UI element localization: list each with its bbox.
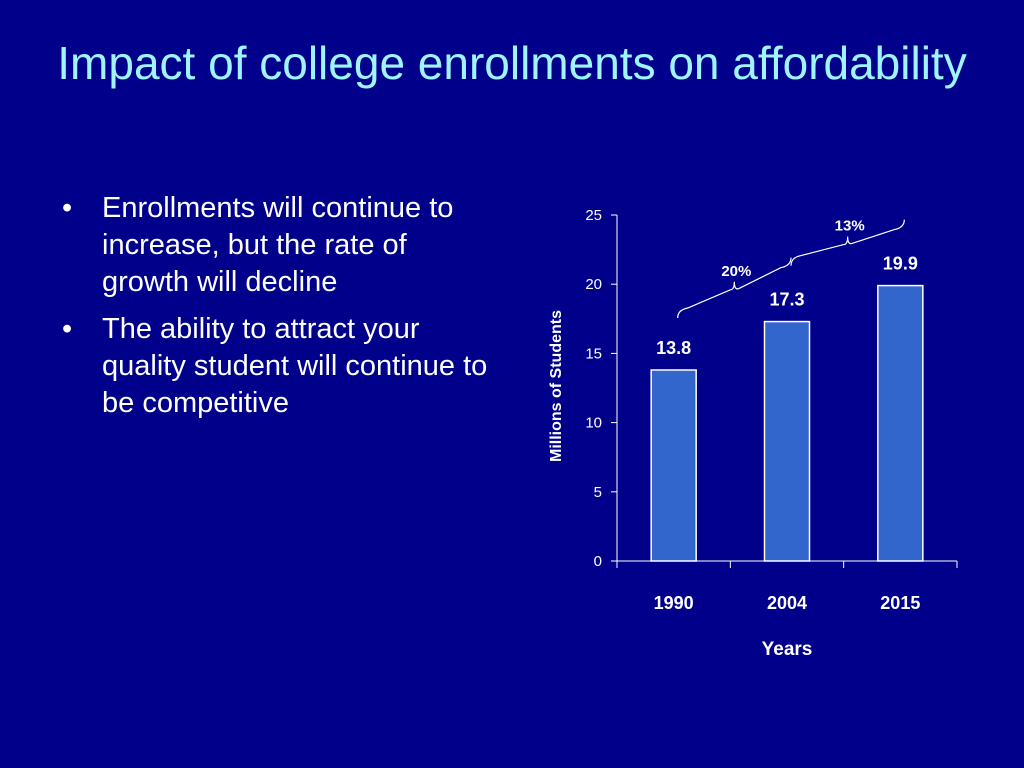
- bullet-text: The ability to attract your quality stud…: [102, 313, 488, 419]
- data-label: 17.3: [769, 290, 804, 310]
- bar-2015: [877, 284, 924, 562]
- bar-2004: [763, 320, 811, 562]
- data-label: 13.8: [656, 338, 691, 358]
- growth-annotation: 20%: [721, 263, 751, 280]
- bar-1990: [650, 369, 697, 562]
- y-tick-label: 20: [585, 276, 602, 293]
- y-tick-label: 5: [594, 484, 602, 501]
- data-label: 19.9: [883, 254, 918, 274]
- x-tick-label: 2015: [880, 593, 920, 613]
- x-tick-label: 2004: [767, 593, 807, 613]
- y-axis-title: Millions of Students: [548, 310, 565, 462]
- x-axis-title: Years: [762, 639, 813, 660]
- x-tick-label: 1990: [654, 593, 694, 613]
- bullet-dot-icon: •: [62, 313, 73, 345]
- bullet-list: • Enrollments will continue to increase,…: [58, 190, 498, 432]
- growth-brace: [790, 219, 905, 266]
- bullet-item: • Enrollments will continue to increase,…: [58, 190, 498, 301]
- y-tick-label: 0: [594, 553, 602, 570]
- growth-annotation: 13%: [835, 218, 865, 235]
- y-tick-label: 10: [585, 415, 602, 432]
- growth-brace: [677, 257, 792, 319]
- bullet-dot-icon: •: [62, 192, 73, 224]
- slide-title: Impact of college enrollments on afforda…: [57, 37, 967, 89]
- y-tick-label: 15: [585, 345, 602, 362]
- bullet-item: • The ability to attract your quality st…: [58, 311, 498, 422]
- bullet-text: Enrollments will continue to increase, b…: [102, 192, 454, 298]
- y-tick-label: 25: [585, 207, 602, 224]
